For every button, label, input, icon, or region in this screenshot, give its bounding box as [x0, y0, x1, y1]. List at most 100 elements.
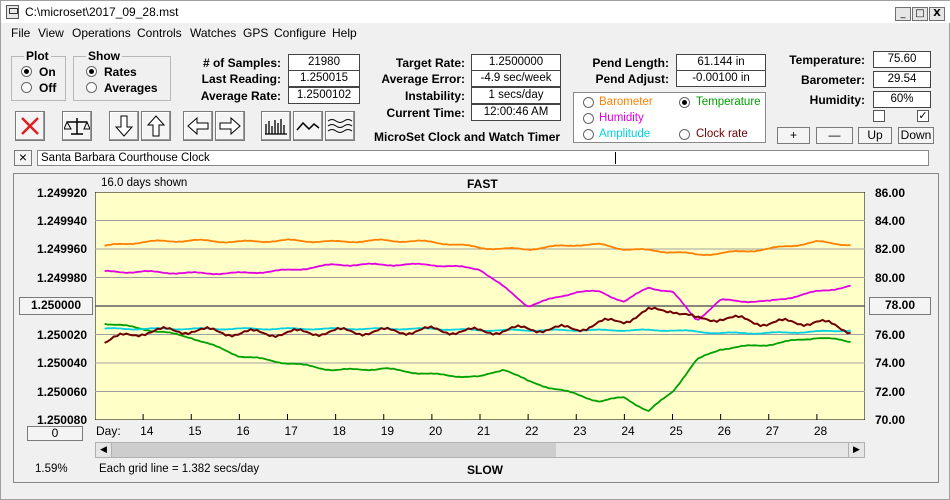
- wave-lines-icon: [327, 119, 353, 133]
- plot-on-radio[interactable]: [21, 66, 32, 77]
- clock-rate-series-label: Clock rate: [696, 128, 748, 140]
- text-cursor: [615, 152, 616, 164]
- up-arrow-button[interactable]: [141, 111, 171, 141]
- bars-view-button[interactable]: [261, 111, 291, 141]
- zero-button[interactable]: 0: [27, 426, 83, 441]
- humidity-radio[interactable]: [583, 113, 594, 124]
- title-bar: C:\microset\2017_09_28.mst _ □ X: [1, 1, 950, 23]
- balance-button[interactable]: [62, 111, 92, 141]
- balance-scale-icon: [64, 118, 90, 135]
- series-line-temperature: [104, 322, 851, 413]
- menu-file[interactable]: File: [11, 26, 31, 40]
- clock-name-input[interactable]: Santa Barbara Courthouse Clock: [37, 150, 929, 166]
- right-tick-label: 86.00: [875, 186, 906, 200]
- scroll-left-icon[interactable]: ◀: [96, 443, 112, 457]
- average-rate-label: Average Rate:: [200, 89, 281, 103]
- env-plus-button[interactable]: +: [777, 127, 810, 144]
- checkbox-2[interactable]: ✓: [917, 109, 929, 122]
- average-error-label: Average Error:: [381, 72, 465, 86]
- window-title: C:\microset\2017_09_28.mst: [25, 5, 179, 19]
- scroll-thumb[interactable]: [112, 443, 556, 457]
- env-up-button[interactable]: Up: [858, 127, 892, 144]
- amplitude-radio[interactable]: [583, 129, 594, 140]
- minimize-button[interactable]: _: [895, 7, 911, 21]
- day-tick-label: 23: [573, 424, 587, 438]
- delete-button[interactable]: [15, 111, 45, 141]
- pend-length-label: Pend Length:: [592, 56, 669, 70]
- day-tick-label: 26: [717, 424, 731, 438]
- pend-adjust-label: Pend Adjust:: [595, 72, 669, 86]
- app-caption: MicroSet Clock and Watch Timer: [374, 130, 561, 144]
- temperature-label: Temperature:: [789, 53, 865, 67]
- menu-gps[interactable]: GPS: [243, 26, 269, 40]
- show-group-title: Show: [86, 49, 122, 63]
- env-minus-button[interactable]: —: [816, 127, 853, 144]
- show-averages-radio[interactable]: [86, 82, 97, 93]
- current-time-field: 12:00:46 AM: [471, 104, 561, 121]
- left-tick-label: 1.249940: [36, 214, 87, 228]
- scroll-right-icon[interactable]: ▶: [848, 443, 864, 457]
- target-rate-field[interactable]: 1.2500000: [471, 54, 561, 71]
- show-rates-radio[interactable]: [86, 66, 97, 77]
- day-tick-label: 14: [140, 424, 154, 438]
- show-group: Show: [73, 49, 171, 101]
- day-tick-label: 28: [813, 424, 828, 438]
- env-down-button[interactable]: Down: [898, 127, 934, 144]
- right-tick-label: 84.00: [875, 214, 906, 228]
- temperature-radio[interactable]: [679, 97, 690, 108]
- day-tick-label: 22: [525, 424, 539, 438]
- humidity-label: Humidity:: [809, 93, 865, 107]
- checkbox-1[interactable]: [873, 110, 885, 122]
- left-tick-label: 1.249980: [36, 271, 87, 285]
- arrow-down-icon: [114, 115, 134, 137]
- right-tick-label: 70.00: [875, 413, 906, 427]
- pend-length-field[interactable]: 61.144 in: [676, 54, 766, 71]
- menu-watches[interactable]: Watches: [190, 26, 237, 40]
- left-tick-label: 1.250060: [36, 385, 87, 399]
- left-arrow-button[interactable]: [183, 111, 213, 141]
- maximize-button[interactable]: □: [912, 7, 928, 21]
- left-tick-label: 1.250080: [36, 413, 87, 427]
- day-tick-label: 25: [669, 424, 683, 438]
- arrow-up-icon: [146, 115, 166, 137]
- horizontal-scrollbar[interactable]: ◀ ▶: [95, 442, 865, 458]
- arrow-left-icon: [187, 116, 209, 136]
- menu-help[interactable]: Help: [332, 26, 357, 40]
- left-center-value-button[interactable]: 1.250000: [19, 297, 93, 315]
- line-view-button[interactable]: [293, 111, 323, 141]
- clock-rate-radio[interactable]: [679, 129, 690, 140]
- menu-view[interactable]: View: [38, 26, 64, 40]
- show-averages-label: Averages: [104, 81, 158, 95]
- last-reading-field: 1.250015: [288, 70, 360, 87]
- line-chart-icon: [296, 121, 320, 131]
- show-rates-label: Rates: [104, 65, 137, 79]
- right-tick-label: 74.00: [875, 356, 906, 370]
- menu-operations[interactable]: Operations: [72, 26, 131, 40]
- series-lines: [104, 238, 851, 413]
- close-button[interactable]: X: [929, 7, 945, 21]
- wave-view-button[interactable]: [325, 111, 355, 141]
- right-arrow-button[interactable]: [215, 111, 245, 141]
- barometer-radio[interactable]: [583, 97, 594, 108]
- app-icon: [6, 5, 19, 19]
- clear-clock-button[interactable]: ×: [14, 150, 32, 166]
- right-tick-label: 80.00: [875, 271, 906, 285]
- left-tick-label: 1.250040: [36, 356, 87, 370]
- bar-chart-icon: [265, 119, 287, 135]
- humidity-field: 60%: [873, 91, 931, 108]
- red-x-icon: [21, 117, 39, 135]
- menu-bar: File View Operations Controls Watches GP…: [1, 23, 950, 43]
- plot-off-radio[interactable]: [21, 82, 32, 93]
- arrow-right-icon: [219, 116, 241, 136]
- grid-lines: [95, 220, 865, 420]
- day-tick-label: 24: [621, 424, 635, 438]
- down-arrow-button[interactable]: [109, 111, 139, 141]
- plot-group-title: Plot: [24, 49, 51, 63]
- right-center-value-button[interactable]: 78.00: [869, 297, 931, 315]
- instability-label: Instability:: [404, 89, 465, 103]
- day-axis-label: Day:: [96, 424, 121, 438]
- menu-configure[interactable]: Configure: [274, 26, 327, 40]
- menu-controls[interactable]: Controls: [137, 26, 182, 40]
- plot-group: Plot: [11, 49, 66, 101]
- pend-adjust-field[interactable]: -0.00100 in: [676, 70, 766, 87]
